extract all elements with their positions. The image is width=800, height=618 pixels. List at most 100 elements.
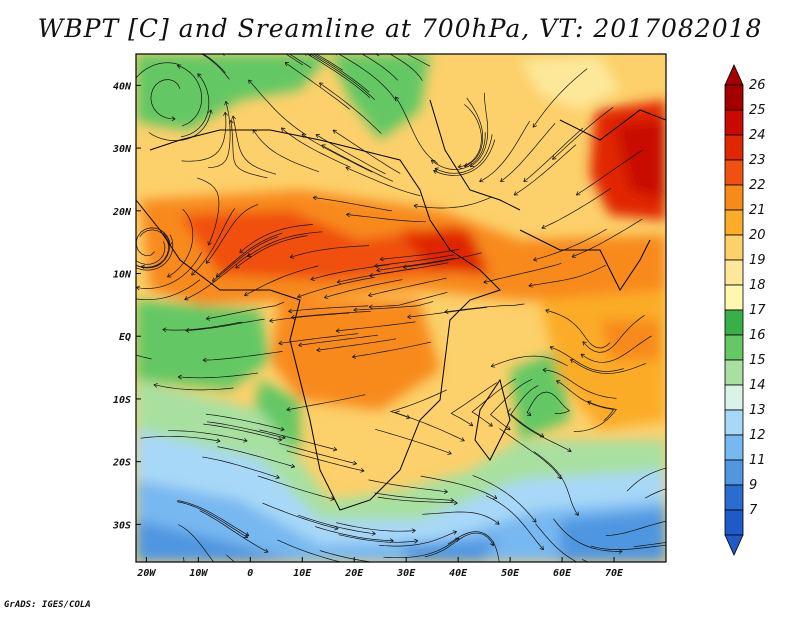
streamline-arrow [492,495,498,500]
colorbar-swatch [724,434,744,461]
colorbar-label: 11 [749,453,766,468]
streamline [316,338,396,351]
streamline-arrow [243,438,248,443]
streamline [552,107,614,160]
streamline-arrow [211,277,217,282]
streamline [208,101,231,169]
streamline-arrow [468,422,474,427]
streamline-arrow [571,253,576,258]
streamline [526,391,571,416]
streamline-arrow [352,460,357,466]
streamline [541,188,612,229]
colorbar-label: 14 [749,378,766,393]
streamline [176,501,248,538]
streamline [513,144,577,196]
colorbar-swatch [724,134,744,161]
streamline-arrow [319,82,324,87]
streamline [337,54,397,102]
streamline-arrow [235,264,240,269]
streamline [369,291,448,308]
streamline [533,228,607,261]
lon-tick-label: 60E [553,568,572,579]
streamline-arrow [580,353,585,358]
streamline [183,557,185,562]
streamline-arrow [452,530,457,535]
streamline-arrow [526,411,532,417]
streamline [136,62,180,79]
streamline-arrow [479,178,484,183]
streamline [542,369,617,399]
streamline-arrow [542,367,547,373]
streamline [528,264,606,287]
streamline [335,321,416,332]
streamline [580,335,652,363]
colorbar-swatch [724,209,744,236]
streamline [633,542,666,548]
streamline-arrow [290,463,295,469]
colorbar-swatch [724,484,744,511]
streamline [361,54,399,81]
streamline-arrow [345,166,350,171]
streamline-arrow [177,374,182,380]
coastlines [136,99,666,511]
streamline [380,248,460,260]
streamline [291,310,371,319]
colorbar-swatch [724,109,744,136]
streamline-arrow [310,276,315,281]
streamline-arrow [205,316,211,321]
streamline-arrow [488,422,493,427]
streamline-arrow [433,169,438,174]
streamline [301,133,373,173]
streamline [605,520,666,536]
colorbar-label: 20 [749,228,766,243]
streamline-arrow [407,314,412,320]
streamline [395,96,438,164]
colorbar-swatch [724,159,744,186]
streamline [389,54,423,81]
streamline-arrow [594,568,598,572]
streamline-arrow [277,437,282,442]
streamline-arrow [680,516,684,520]
streamline [368,277,447,297]
streamline-arrow [122,103,126,107]
streamline-arrow [513,191,519,196]
streamline-arrow [483,279,488,284]
colorbar-swatch [724,359,744,386]
streamline-arrow [161,43,165,47]
streamline-arrow [205,259,211,264]
streamline-arrow [570,359,575,364]
streamline-arrow [171,116,176,122]
streamline [202,351,283,361]
streamline-arrow [541,224,546,230]
colorbar-label: 19 [749,253,766,268]
streamline [319,550,374,562]
colorbar-label: 16 [749,328,766,343]
streamline-arrow [67,263,71,267]
streamline-arrow [191,271,196,276]
streamline [248,79,307,136]
streamline [247,231,323,257]
streamline-arrow [450,497,455,503]
colorbar-swatch [724,409,744,436]
streamline-arrow [304,54,307,56]
streamline-arrow [269,318,274,323]
streamline [352,341,431,358]
streamline-arrow [336,279,342,284]
streamline [297,276,375,298]
streamline-arrow [162,327,167,333]
streamline-arrow [297,293,302,299]
streamline [205,204,259,264]
streamline-arrow [298,342,303,348]
streamline [217,446,295,468]
streamline [332,129,401,174]
streamline [472,475,537,523]
streamline-arrow [533,256,538,262]
streamline [191,208,236,276]
streamline [545,309,611,349]
streamline-arrow [356,37,360,41]
streamline [314,526,394,542]
streamline [383,537,460,559]
streamline-arrow [667,543,671,547]
streamline [626,467,666,492]
streamline-arrow [618,549,623,554]
